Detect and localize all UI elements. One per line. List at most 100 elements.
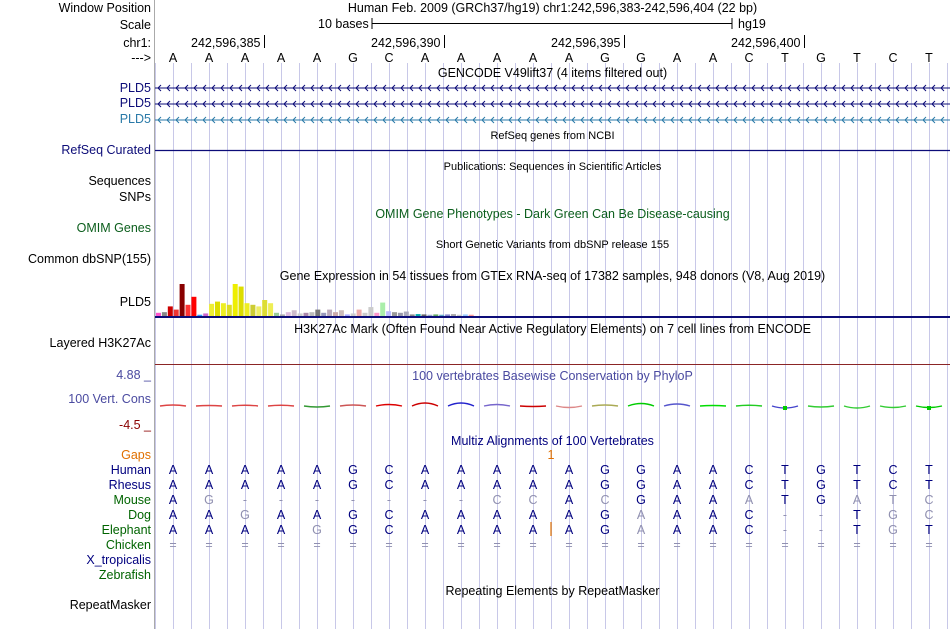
strand-chevron — [913, 116, 918, 124]
alignment-base: = — [493, 538, 501, 552]
dbsnp-track-title[interactable]: Short Genetic Variants from dbSNP releas… — [435, 239, 670, 251]
species-label-dog[interactable]: Dog — [128, 508, 151, 522]
strand-chevron — [400, 84, 405, 92]
strand-chevron — [157, 84, 162, 92]
strand-chevron — [535, 100, 540, 108]
strand-chevron — [787, 100, 792, 108]
species-label-human[interactable]: Human — [110, 463, 151, 477]
alignment-base: T — [853, 478, 861, 492]
gencode-item-label-2[interactable]: PLD5 — [119, 96, 151, 110]
alignment-base: A — [312, 478, 322, 492]
alignment-base: A — [276, 478, 286, 492]
strand-chevron — [598, 100, 603, 108]
base-letter: A — [672, 51, 682, 65]
base-letter: A — [564, 51, 574, 65]
sequences-label[interactable]: Sequences — [88, 174, 151, 188]
h3k27ac-track-title[interactable]: H3K27Ac Mark (Often Found Near Active Re… — [294, 322, 811, 336]
gtex-track-title[interactable]: Gene Expression in 54 tissues from GTEx … — [279, 269, 826, 283]
alignment-base: A — [420, 463, 430, 477]
common-dbsnp-label[interactable]: Common dbSNP(155) — [28, 252, 151, 266]
strand-chevron — [202, 116, 207, 124]
alignment-base: A — [168, 523, 178, 537]
cons-track-label[interactable]: 100 Vert. Cons — [68, 392, 151, 406]
gtex-tissue-bar — [397, 312, 403, 316]
omim-genes-label[interactable]: OMIM Genes — [76, 221, 151, 235]
strand-chevron — [535, 84, 540, 92]
snps-label[interactable]: SNPs — [119, 190, 151, 204]
species-label-mouse[interactable]: Mouse — [113, 493, 151, 507]
species-label-rhesus[interactable]: Rhesus — [108, 478, 151, 492]
strand-chevron — [481, 100, 486, 108]
alignment-base: C — [744, 478, 754, 492]
strand-chevron — [877, 100, 882, 108]
alignment-base: A — [564, 463, 574, 477]
species-label-chicken[interactable]: Chicken — [105, 538, 151, 552]
gencode-item-label-1[interactable]: PLD5 — [119, 81, 151, 95]
strand-chevron — [796, 84, 801, 92]
repeatmasker-label[interactable]: RepeatMasker — [69, 598, 151, 612]
strand-chevron — [850, 100, 855, 108]
track-data-area[interactable]: Human Feb. 2009 (GRCh37/hg19) chr1:242,5… — [155, 0, 950, 629]
gtex-tissue-bar — [374, 312, 380, 316]
strand-chevron — [643, 100, 648, 108]
strand-chevron — [319, 116, 324, 124]
repeatmasker-track-title[interactable]: Repeating Elements by RepeatMasker — [445, 584, 660, 598]
strand-chevron — [247, 100, 252, 108]
gtex-tissue-bar — [297, 313, 303, 316]
strand-chevron — [157, 100, 162, 108]
strand-chevron — [670, 84, 675, 92]
strand-chevron — [535, 116, 540, 124]
layered-h3k27ac-label[interactable]: Layered H3K27Ac — [49, 336, 151, 350]
strand-chevron — [301, 100, 306, 108]
strand-chevron — [886, 84, 891, 92]
cons-track-title[interactable]: 100 vertebrates Basewise Conservation by… — [412, 369, 693, 383]
alignment-base: = — [745, 538, 753, 552]
strand-chevron — [490, 100, 495, 108]
strand-chevron — [283, 84, 288, 92]
strand-chevron — [931, 84, 936, 92]
gtex-tissue-bar — [462, 314, 468, 316]
gtex-bar-chart[interactable] — [155, 284, 950, 318]
gtex-tissue-bar — [179, 284, 185, 316]
alignment-base: T — [853, 523, 861, 537]
cons-wiggle-segment — [483, 403, 511, 407]
species-label-x-tropicalis[interactable]: X_tropicalis — [86, 553, 151, 567]
strand-chevron — [256, 84, 261, 92]
gencode-item-label-3[interactable]: PLD5 — [119, 112, 151, 126]
strand-chevron — [499, 84, 504, 92]
strand-chevron — [418, 84, 423, 92]
strand-chevron — [427, 100, 432, 108]
alignment-base: G — [204, 493, 214, 507]
strand-chevron — [598, 116, 603, 124]
insertion-marker — [550, 522, 552, 536]
cons-wiggle-segment — [663, 403, 691, 407]
strand-chevron — [922, 84, 927, 92]
strand-chevron — [517, 116, 522, 124]
refseq-track-title[interactable]: RefSeq genes from NCBI — [490, 130, 615, 142]
gencode-track-title[interactable]: GENCODE V49lift37 (4 items filtered out) — [437, 66, 668, 80]
base-letter: T — [853, 51, 861, 65]
strand-chevron — [463, 100, 468, 108]
alignment-base: - — [422, 493, 428, 507]
strand-chevron — [652, 84, 657, 92]
species-label-zebrafish[interactable]: Zebrafish — [98, 568, 151, 582]
strand-chevron — [274, 116, 279, 124]
strand-chevron — [778, 100, 783, 108]
strand-chevron — [166, 84, 171, 92]
strand-chevron — [922, 100, 927, 108]
strand-chevron — [373, 84, 378, 92]
omim-track-title[interactable]: OMIM Gene Phenotypes - Dark Green Can Be… — [375, 207, 730, 221]
strand-chevron — [868, 84, 873, 92]
h3k27ac-track[interactable] — [155, 363, 950, 367]
gencode-track[interactable] — [155, 80, 950, 128]
conservation-wiggle[interactable] — [155, 394, 950, 422]
gtex-gene-label[interactable]: PLD5 — [119, 295, 151, 309]
refseq-curated-label[interactable]: RefSeq Curated — [61, 143, 151, 157]
strand-chevron — [598, 84, 603, 92]
multiz-track-title[interactable]: Multiz Alignments of 100 Vertebrates — [451, 434, 654, 448]
cons-wiggle-block — [783, 406, 787, 410]
refseq-track[interactable] — [155, 148, 950, 154]
cons-wiggle-segment — [411, 402, 439, 407]
species-label-elephant[interactable]: Elephant — [101, 523, 151, 537]
publications-track-title[interactable]: Publications: Sequences in Scientific Ar… — [443, 161, 662, 173]
